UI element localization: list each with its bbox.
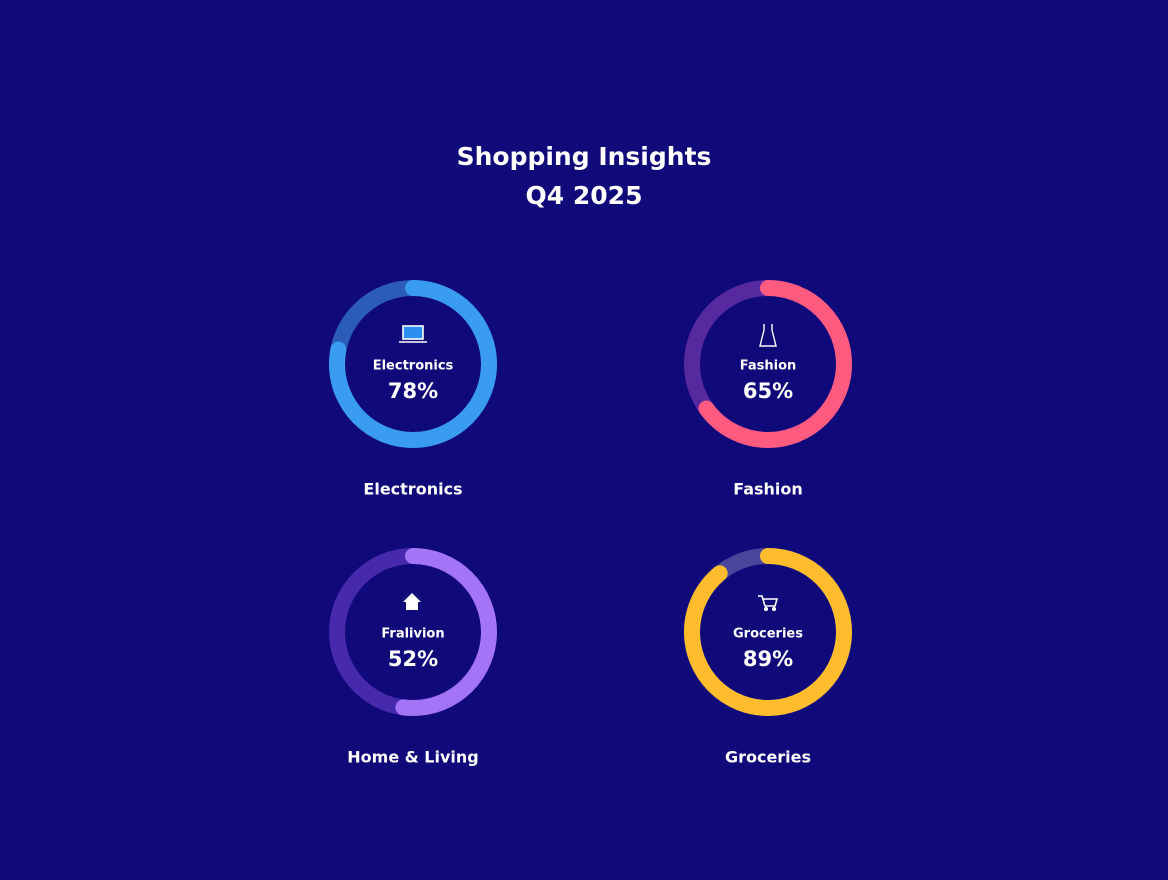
ring-arc: [684, 548, 852, 716]
ring-value-label: 78%: [388, 379, 438, 403]
ring-inner-label: Fralivion: [381, 627, 444, 642]
page-subtitle: Q4 2025: [526, 181, 643, 210]
ring-value-label: 52%: [388, 647, 438, 671]
rings: Electronics 78% Electronics Fashion 65% Fashi…: [329, 280, 852, 767]
ring-title: Groceries: [725, 748, 811, 767]
ring-arc: [329, 548, 497, 716]
page-title: Shopping Insights: [457, 142, 712, 171]
dress-icon: [759, 324, 777, 347]
ring-inner-label: Fashion: [740, 359, 797, 374]
house-icon: [403, 593, 421, 610]
ring-arc: [329, 280, 497, 448]
ring-title: Home & Living: [347, 748, 478, 767]
ring-arc: [684, 280, 852, 448]
ring-value-label: 65%: [743, 379, 793, 403]
laptop-icon: [399, 325, 427, 343]
cart-icon: [758, 595, 779, 612]
ring-value-label: 89%: [743, 647, 793, 671]
ring-inner-label: Groceries: [733, 627, 803, 642]
ring-inner-label: Electronics: [373, 359, 454, 374]
ring-title: Electronics: [363, 480, 462, 499]
ring-title: Fashion: [733, 480, 803, 499]
